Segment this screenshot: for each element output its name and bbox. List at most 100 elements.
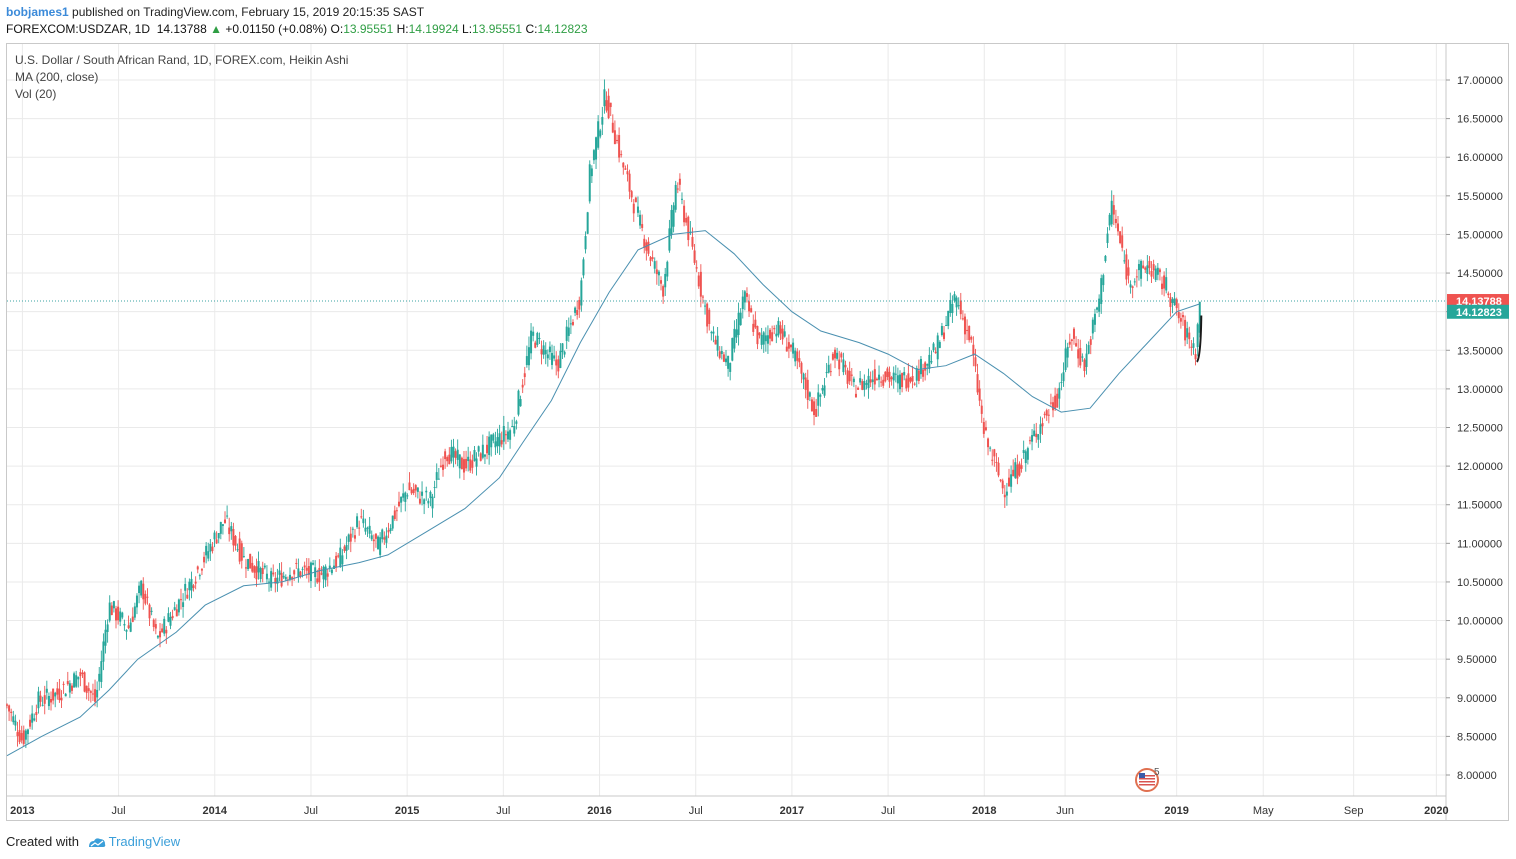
candle-down xyxy=(146,588,149,605)
candle-body xyxy=(584,236,587,250)
candle-down xyxy=(999,479,1002,483)
candle-up xyxy=(282,571,285,580)
candle-down xyxy=(959,292,962,320)
candle-down xyxy=(253,565,256,579)
candle-body xyxy=(479,453,482,461)
candle-down xyxy=(880,376,883,387)
candle-up xyxy=(163,616,166,637)
candle-body xyxy=(341,555,344,565)
vol-legend[interactable]: Vol (20) xyxy=(15,87,57,101)
candle-body xyxy=(924,362,927,371)
candle-down xyxy=(643,234,646,254)
candle-down xyxy=(978,380,981,407)
author-link[interactable]: bobjames1 xyxy=(6,5,69,19)
candle-body xyxy=(643,238,646,248)
candle-down xyxy=(1131,285,1134,299)
candle-body xyxy=(207,551,210,559)
candle-down xyxy=(645,239,648,261)
candle-body xyxy=(1161,283,1164,290)
candle-up xyxy=(580,277,583,312)
candle-down xyxy=(8,704,11,721)
candle-up xyxy=(938,340,941,349)
candle-body xyxy=(22,730,25,744)
candle-body xyxy=(169,617,172,626)
candle-body xyxy=(611,122,614,133)
candle-up xyxy=(928,347,931,374)
high-value: 14.19924 xyxy=(408,22,459,36)
candle-down xyxy=(387,522,390,539)
candle-down xyxy=(299,570,302,579)
candle-body xyxy=(135,595,138,608)
chart-frame xyxy=(6,43,1509,821)
candle-down xyxy=(29,714,32,730)
candle-body xyxy=(626,171,629,175)
candle-body xyxy=(919,358,922,375)
candle-body xyxy=(1035,433,1038,438)
candle-body xyxy=(676,188,679,190)
candle-body xyxy=(1016,464,1019,479)
candle-body xyxy=(1052,402,1055,411)
candle-up xyxy=(129,618,132,633)
candle-body xyxy=(991,459,994,461)
candle-body xyxy=(179,599,182,601)
candle-body xyxy=(1020,465,1023,469)
candle-down xyxy=(70,683,73,695)
candle-up xyxy=(1140,259,1143,287)
candle-up xyxy=(1010,465,1013,493)
candle-up xyxy=(257,551,260,580)
candle-body xyxy=(494,441,497,448)
candle-body xyxy=(374,533,377,539)
candle-up xyxy=(903,366,906,381)
candle-body xyxy=(1179,318,1182,322)
candle-body xyxy=(1031,435,1034,442)
candle-body xyxy=(450,446,453,462)
candle-down xyxy=(687,215,690,247)
candle-down xyxy=(834,347,837,369)
candle-up xyxy=(590,165,593,183)
candle-body xyxy=(607,95,610,118)
candle-body xyxy=(670,209,673,235)
candle-up xyxy=(1110,190,1113,227)
candle-body xyxy=(672,205,675,227)
candle-body xyxy=(1181,314,1184,318)
candle-body xyxy=(664,273,667,288)
candle-up xyxy=(477,445,480,457)
candle-body xyxy=(1100,278,1103,304)
candle-body xyxy=(1112,205,1115,215)
candle-body xyxy=(1028,440,1031,442)
candle-down xyxy=(641,214,644,232)
candle-body xyxy=(909,377,912,382)
candle-down xyxy=(374,533,377,548)
candle-up xyxy=(108,595,111,623)
candle-body xyxy=(47,695,50,707)
candle-body xyxy=(1131,286,1134,288)
candle-down xyxy=(1142,260,1145,269)
candle-down xyxy=(66,671,69,686)
candle-down xyxy=(618,127,621,163)
candle-up xyxy=(955,295,958,316)
candle-body xyxy=(217,533,220,539)
candle-body xyxy=(140,580,143,596)
candle-down xyxy=(335,552,338,573)
candle-body xyxy=(1070,339,1073,341)
candle-body xyxy=(657,271,660,276)
ma-legend[interactable]: MA (200, close) xyxy=(15,70,99,84)
candle-body xyxy=(427,500,430,504)
candle-down xyxy=(997,457,1000,478)
candle-body xyxy=(714,339,717,345)
candle-up xyxy=(379,532,382,559)
x-tick-label: 2016 xyxy=(587,805,611,817)
candle-down xyxy=(861,378,864,391)
candle-body xyxy=(718,351,721,358)
candle-body xyxy=(1129,284,1132,288)
candle-down xyxy=(708,307,711,331)
candle-up xyxy=(416,487,419,499)
candle-down xyxy=(754,311,757,330)
candle-body xyxy=(456,449,459,460)
candle-up xyxy=(743,290,746,311)
candle-up xyxy=(760,327,763,350)
tradingview-link[interactable]: TradingView xyxy=(108,834,181,849)
candle-body xyxy=(530,330,533,354)
candle-body xyxy=(64,693,67,697)
